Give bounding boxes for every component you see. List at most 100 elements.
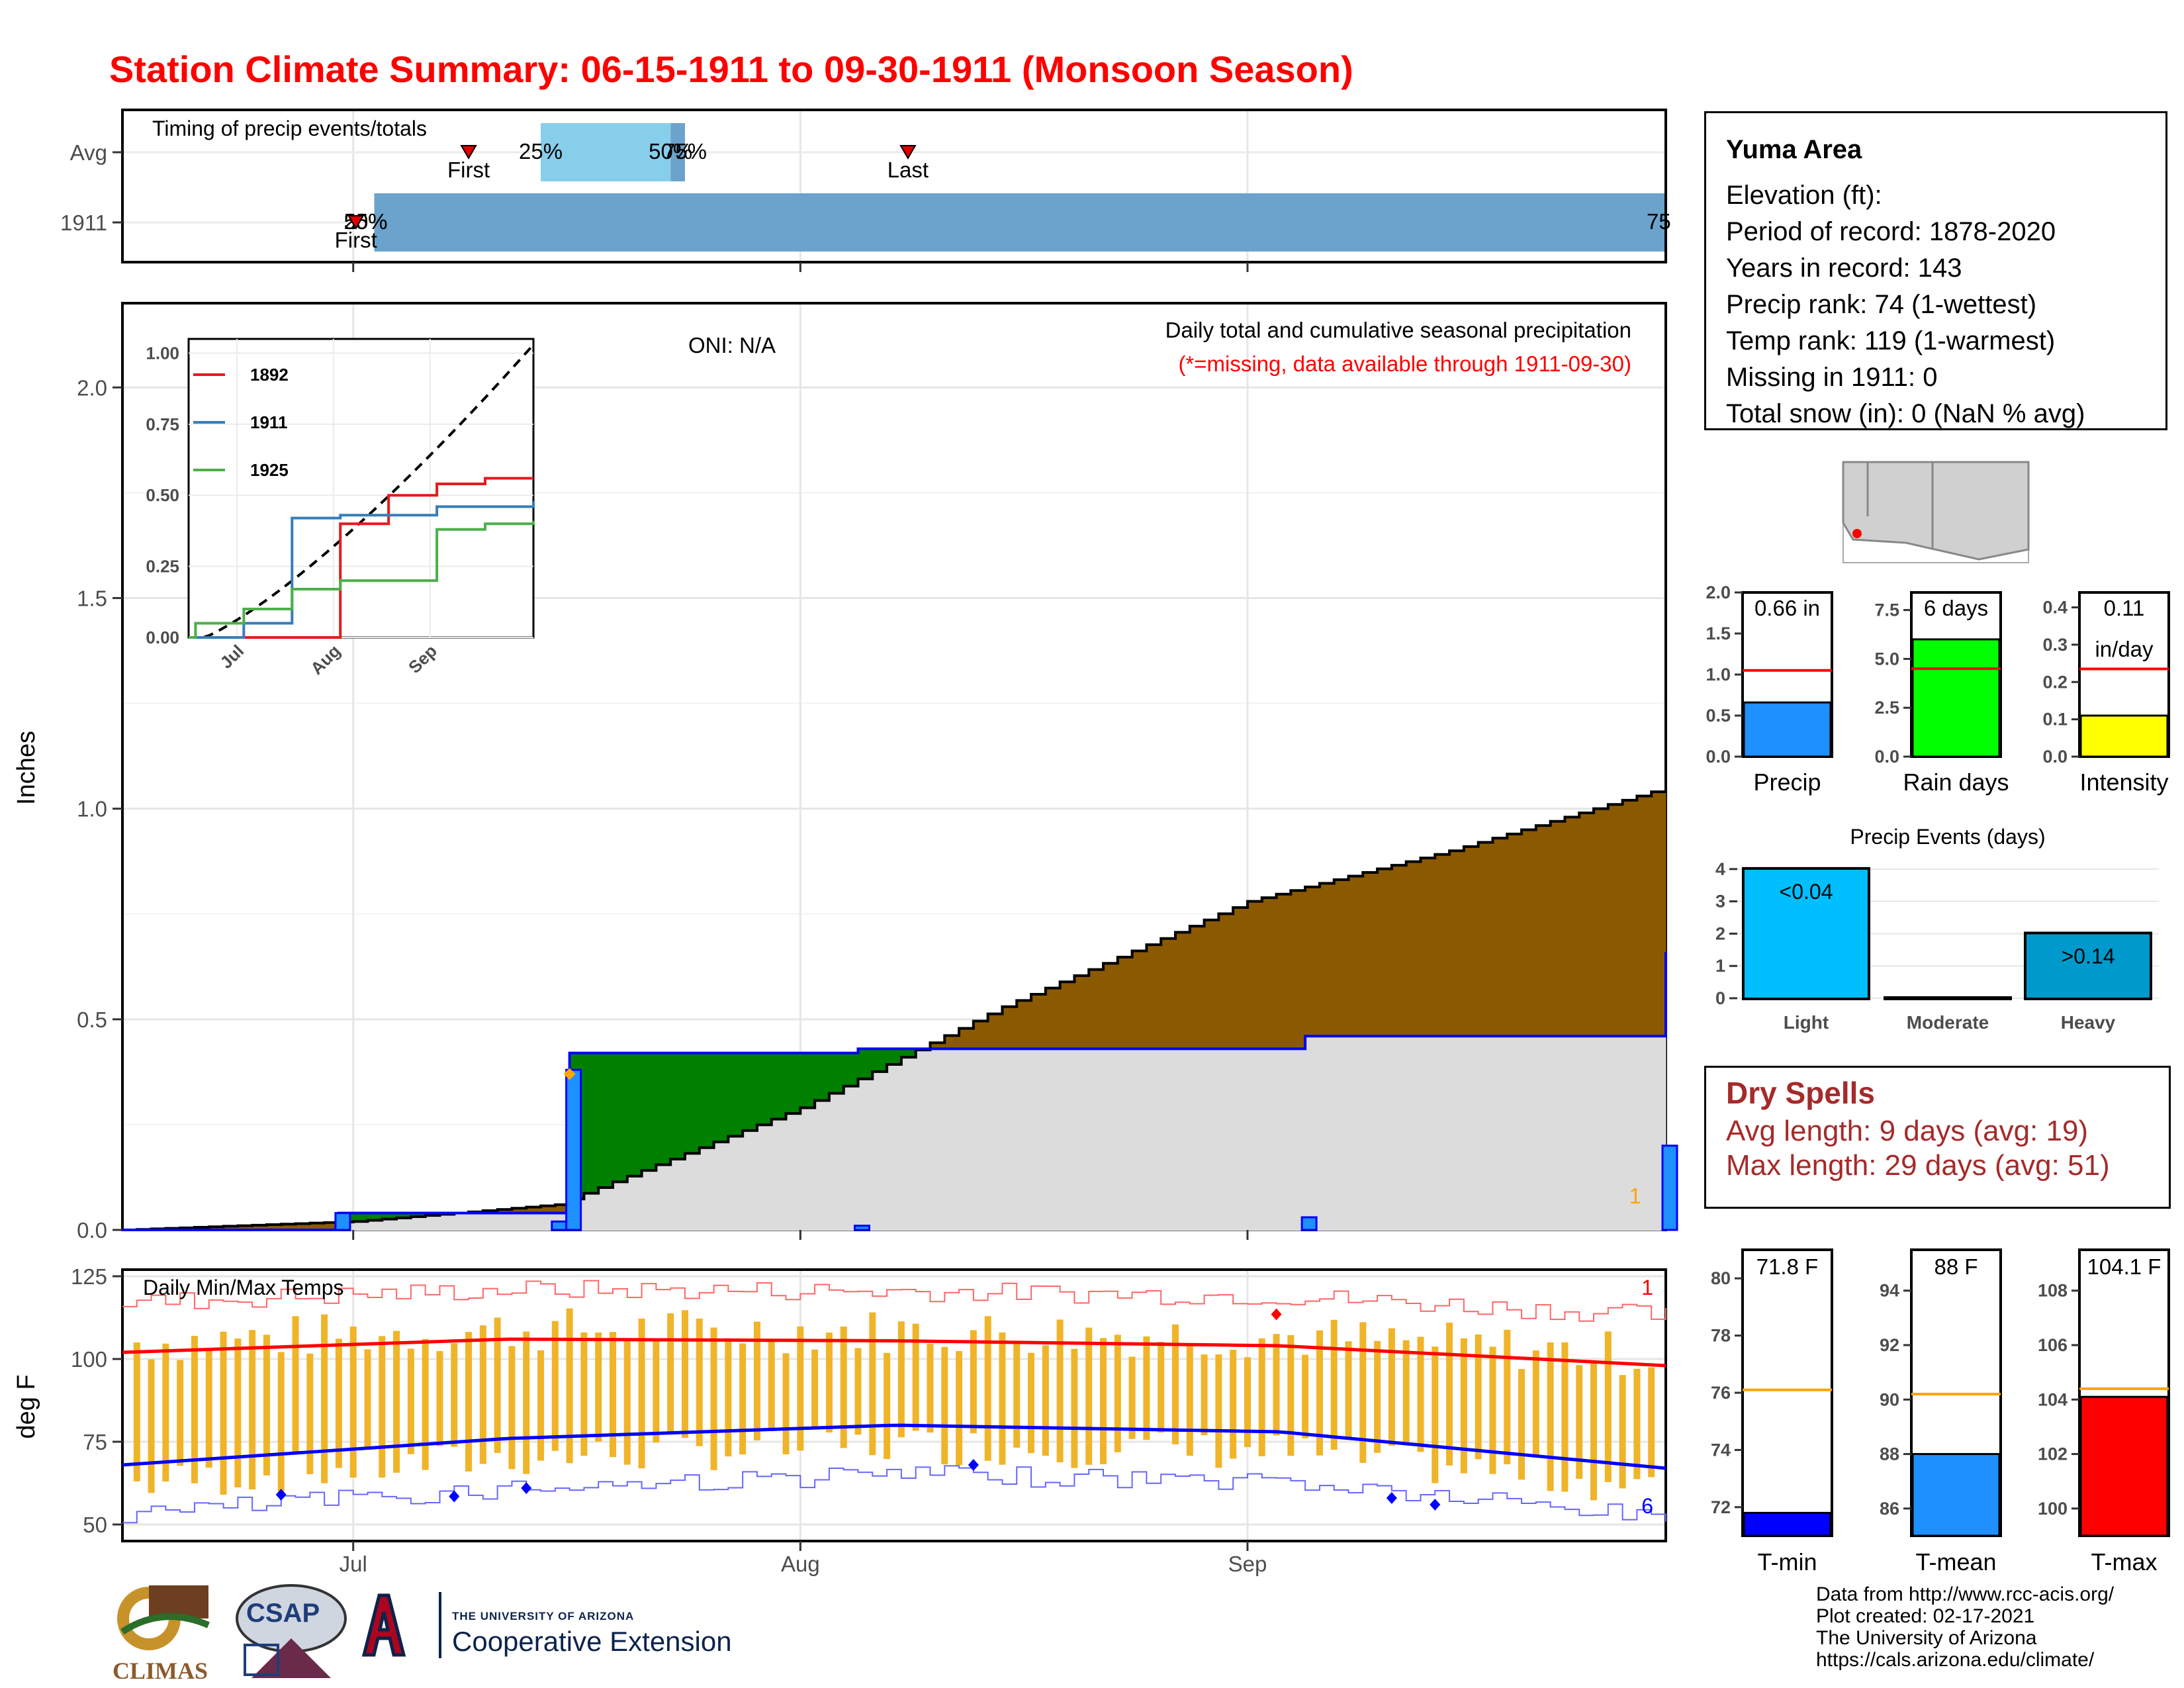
climas-logo: CLIMAS: [109, 1579, 222, 1685]
precip-base-fill: [1204, 1049, 1219, 1230]
temps-daily-bar: [1489, 1346, 1496, 1474]
precip-base-fill: [1420, 1036, 1435, 1230]
temps-daily-bar: [1576, 1365, 1583, 1479]
precip-diff-fill: [1189, 926, 1205, 1049]
timing-avg-first-marker: [460, 145, 477, 160]
temp-bar: [1743, 1511, 1832, 1537]
precip-base-fill: [728, 1136, 743, 1230]
precip-base-fill: [497, 1213, 512, 1230]
temp-bar-value: 104.1 F: [2087, 1254, 2161, 1279]
footer-line-created: Plot created: 02-17-2021: [1816, 1605, 2035, 1627]
temps-daily-bar: [1230, 1350, 1237, 1459]
precip-ytick-label: 0.0: [77, 1218, 107, 1243]
precip-daily-bar: [1300, 1216, 1318, 1231]
precip-diff-fill: [1276, 894, 1291, 1049]
precip-base-fill: [1017, 1049, 1032, 1230]
state-map: [1842, 461, 2030, 561]
precip-base-fill: [1492, 1036, 1508, 1230]
temp-bar-value: 88 F: [1934, 1254, 1978, 1279]
temps-daily-bar: [840, 1327, 847, 1448]
temps-daily-bar: [956, 1351, 963, 1466]
events-bar: [2024, 931, 2152, 1000]
temp-bar-ytick-label: 90: [1880, 1389, 1899, 1409]
csap-logo-text: CSAP: [246, 1599, 320, 1628]
temps-panel: 50 75 100 125 Daily Min/Max Temps 1 6 deg F Jul A…: [13, 262, 1667, 1576]
precip-base-fill: [959, 1049, 974, 1230]
summary-bar: [1911, 638, 2001, 758]
precip-base-fill: [1045, 1049, 1061, 1230]
ua-logo: [361, 1592, 407, 1658]
temps-daily-bar: [277, 1352, 285, 1492]
precip-missing-count: 1: [1629, 1184, 1641, 1208]
precip-base-fill: [1233, 1049, 1248, 1230]
temps-daily-bar: [306, 1353, 314, 1474]
temp-bar-ytick-label: 108: [2038, 1281, 2068, 1301]
temps-daily-bar: [205, 1349, 212, 1468]
inset-avg-line: [189, 344, 535, 639]
precip-base-fill: [526, 1213, 541, 1230]
precip-base-fill: [353, 1221, 369, 1230]
precip-diff-fill: [1319, 883, 1335, 1037]
precip-base-fill: [1391, 1036, 1407, 1230]
temps-ytick-label: 50: [83, 1513, 107, 1537]
temps-daily-bar: [681, 1310, 688, 1438]
precip-base-fill: [1622, 1036, 1637, 1230]
precip-diff-fill: [1045, 988, 1061, 1049]
footer-line-url: https://cals.arizona.edu/climate/: [1816, 1649, 2095, 1671]
precip-base-fill: [1579, 1036, 1594, 1230]
temps-daily-bar: [1446, 1323, 1453, 1466]
events-xtick-label: Light: [1784, 1012, 1829, 1033]
precip-diff-fill: [959, 1028, 974, 1049]
precip-diff-fill: [584, 1053, 599, 1194]
events-ytick-label: 4: [1715, 859, 1725, 879]
summary-bar-label: Precip: [1753, 769, 1821, 796]
temps-daily-bar: [551, 1321, 559, 1451]
precip-diff-fill: [1117, 957, 1133, 1049]
precip-diff-fill: [829, 1053, 844, 1094]
temps-daily-bar: [191, 1336, 198, 1483]
temps-daily-bar: [234, 1338, 242, 1487]
precip-diff-fill: [367, 1213, 383, 1221]
temps-max-missing: 1: [1641, 1276, 1653, 1299]
precip-base-fill: [670, 1158, 686, 1230]
precip-diff-fill: [771, 1053, 787, 1119]
precip-diff-fill: [1161, 938, 1176, 1049]
precip-diff-fill: [1031, 994, 1046, 1049]
precip-ytick-label: 2.0: [77, 375, 107, 400]
temps-daily-bar: [1619, 1375, 1626, 1489]
precip-base-fill: [1348, 1036, 1363, 1230]
csap-logo-icon: [236, 1584, 347, 1678]
precip-diff-fill: [410, 1213, 426, 1217]
precip-diff-fill: [930, 1043, 945, 1049]
precip-diff-fill: [1334, 879, 1349, 1037]
inset-ytick-label: 0.25: [146, 557, 179, 577]
precip-base-fill: [410, 1217, 426, 1230]
precip-base-fill: [641, 1170, 657, 1230]
temps-daily-bar: [667, 1313, 674, 1434]
precip-base-fill: [901, 1057, 917, 1230]
precip-base-fill: [627, 1176, 643, 1230]
summary-bar-ytick-label: 7.5: [1874, 600, 1899, 620]
temps-daily-bar: [782, 1353, 790, 1455]
events-bar-label: <0.04: [1780, 880, 1833, 904]
precip-diff-fill: [872, 1049, 887, 1072]
precip-base-fill: [930, 1049, 945, 1230]
temps-daily-bar: [869, 1312, 876, 1456]
precip-base-fill: [1175, 1049, 1191, 1230]
precip-base-fill: [1594, 1036, 1609, 1230]
temps-daily-bar: [1532, 1350, 1539, 1457]
temp-bar-ytick-label: 86: [1880, 1499, 1899, 1519]
summary-bar-ytick-label: 0.4: [2042, 598, 2068, 618]
temps-daily-bar: [249, 1330, 256, 1490]
summary-bar-ytick-label: 2.5: [1874, 698, 1899, 718]
temps-daily-bar: [1330, 1319, 1338, 1450]
temps-daily-bar: [941, 1346, 948, 1465]
temps-daily-bar: [1374, 1340, 1381, 1453]
temps-daily-bar: [768, 1341, 775, 1431]
precip-diff-fill: [843, 1053, 859, 1086]
summary-bar-ytick-label: 0.5: [1706, 706, 1731, 726]
climas-logo-icon: [117, 1585, 210, 1650]
events-title: Precip Events (days): [1850, 825, 2045, 849]
events-ytick-label: 3: [1715, 892, 1725, 912]
